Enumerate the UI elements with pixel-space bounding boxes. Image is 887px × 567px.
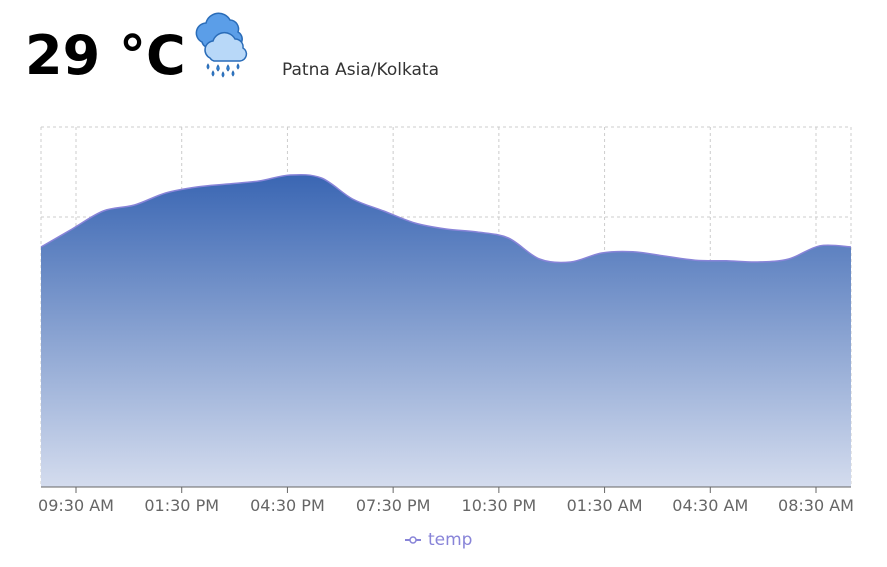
- location-label: Patna Asia/Kolkata: [282, 60, 439, 80]
- x-axis-tick-label: 04:30 PM: [250, 496, 325, 515]
- x-axis-ticks: 09:30 AM 01:30 PM 04:30 PM 07:30 PM 10:30 PM…: [38, 487, 854, 515]
- temp-area-fill: [41, 174, 851, 487]
- x-axis-tick-label: 04:30 AM: [672, 496, 748, 515]
- x-axis-tick-label: 08:30 AM: [778, 496, 854, 515]
- x-axis-tick-label: 10:30 PM: [462, 496, 537, 515]
- temperature-readout: 29 °C: [25, 24, 186, 87]
- x-axis-tick-label: 01:30 AM: [567, 496, 643, 515]
- x-axis-tick-label: 07:30 PM: [356, 496, 431, 515]
- x-axis-tick-label: 09:30 AM: [38, 496, 114, 515]
- x-axis-tick-label: 01:30 PM: [144, 496, 219, 515]
- temp-series-line: [40, 173, 852, 264]
- chart-legend[interactable]: temp: [404, 530, 472, 550]
- legend-series-label: temp: [428, 530, 473, 550]
- rain-cloud-icon: [195, 12, 248, 78]
- legend-line-marker-icon: [405, 536, 421, 544]
